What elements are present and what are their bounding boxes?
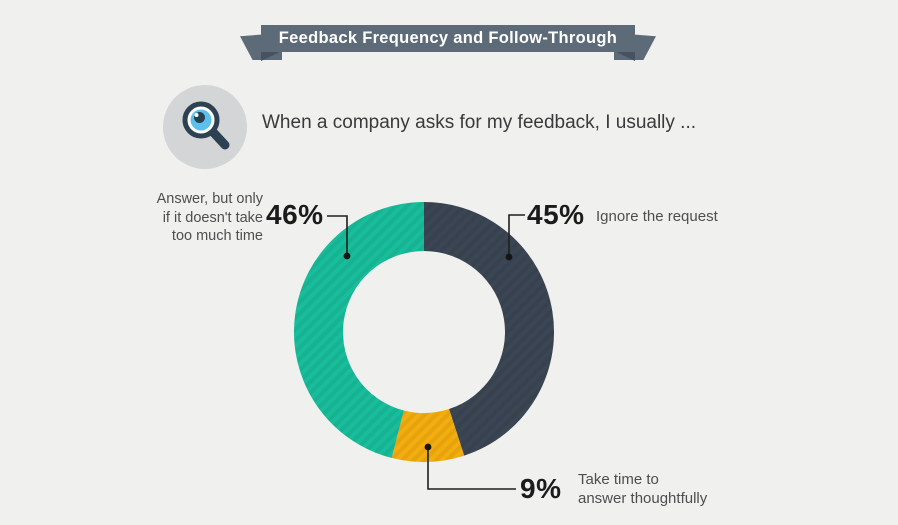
question-text: When a company asks for my feedback, I u… bbox=[262, 112, 697, 133]
label-ignore: Ignore the request bbox=[596, 208, 718, 225]
label-answer-quickly: Answer, but only if it doesn't take too … bbox=[156, 191, 263, 244]
pct-thoughtful: 9% bbox=[520, 473, 562, 504]
donut-segment-hatch-0 bbox=[424, 202, 555, 456]
magnifier-eye-icon bbox=[182, 101, 230, 150]
pct-answer-quickly: 46% bbox=[266, 199, 324, 230]
donut-segment-hatch-2 bbox=[293, 202, 424, 458]
question-icon-badge bbox=[163, 85, 247, 169]
donut-chart bbox=[289, 197, 559, 467]
banner-title: Feedback Frequency and Follow-Through bbox=[261, 25, 635, 52]
ribbon-fold-left bbox=[261, 52, 280, 61]
ribbon-fold-right bbox=[616, 52, 635, 61]
label-thoughtful: Take time to answer thoughtfully bbox=[578, 471, 708, 507]
pct-ignore: 45% bbox=[527, 199, 585, 230]
